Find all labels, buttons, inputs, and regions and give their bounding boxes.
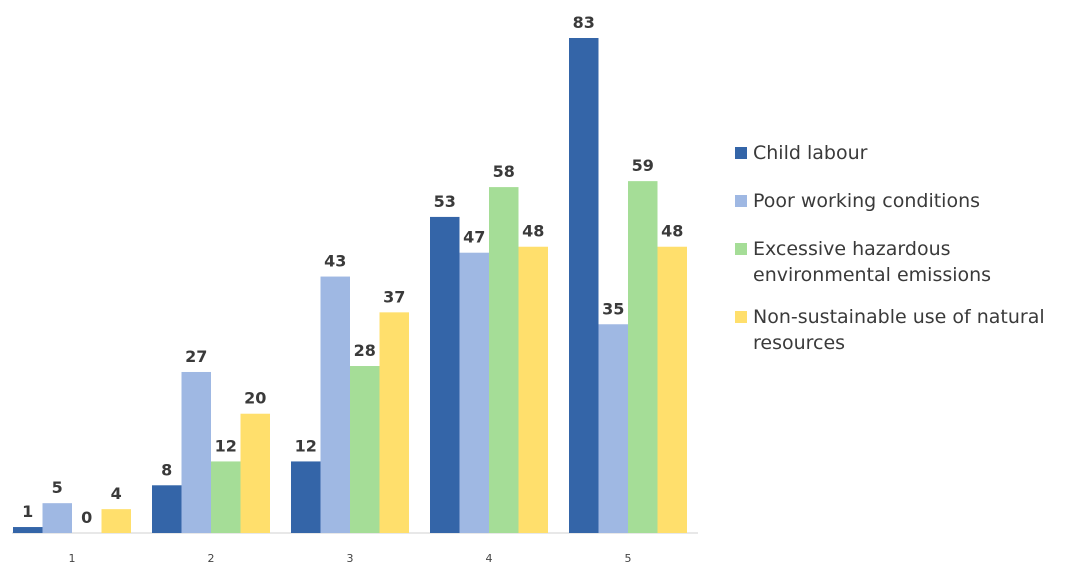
bar-1-cat-2 <box>152 485 182 533</box>
x-tick-label: 5 <box>625 552 632 565</box>
data-label: 48 <box>522 222 544 241</box>
data-label: 5 <box>52 478 63 497</box>
legend-label: Child labour <box>753 142 868 164</box>
x-tick-labels-group: 1 2 3 4 5 <box>69 552 632 565</box>
bar-2-cat-5 <box>598 324 628 533</box>
legend-item-child-labour: Child labour <box>735 140 1075 166</box>
data-label: 53 <box>434 192 456 211</box>
bar-3-cat-4 <box>489 187 519 534</box>
legend-item-natural-resources: Non-sustainable use of natural resources <box>735 304 1070 356</box>
bar-3-cat-3 <box>350 366 380 533</box>
bar-2-cat-1 <box>42 503 72 533</box>
x-tick-label: 3 <box>347 552 354 565</box>
legend-swatch <box>735 243 747 255</box>
bar-1-cat-1 <box>13 527 43 533</box>
data-label: 1 <box>22 502 33 521</box>
x-tick-label: 1 <box>69 552 76 565</box>
bar-1-cat-4 <box>430 216 460 534</box>
data-label: 37 <box>383 287 405 306</box>
data-label: 47 <box>463 228 485 247</box>
data-label: 43 <box>324 252 346 271</box>
legend-swatch <box>735 195 747 207</box>
data-label: 0 <box>81 508 92 527</box>
data-label: 83 <box>573 13 595 32</box>
bar-2-cat-3 <box>320 276 350 533</box>
bar-4-cat-1 <box>101 509 131 533</box>
legend-label: Non-sustainable use of natural resources <box>753 306 1045 354</box>
bar-2-cat-4 <box>459 252 489 533</box>
bars-group <box>13 38 687 534</box>
bar-2-cat-2 <box>181 371 211 533</box>
data-label: 8 <box>161 460 172 479</box>
data-label: 4 <box>111 484 122 503</box>
data-label: 58 <box>493 162 515 181</box>
legend-swatch <box>735 311 747 323</box>
data-label: 48 <box>661 222 683 241</box>
data-label: 59 <box>632 156 654 175</box>
bar-4-cat-2 <box>240 413 270 533</box>
legend: Child labour Poor working conditions Exc… <box>735 140 1075 372</box>
bar-1-cat-3 <box>291 461 321 533</box>
bar-1-cat-5 <box>569 38 599 533</box>
legend-swatch <box>735 147 747 159</box>
bar-4-cat-5 <box>657 246 687 534</box>
bar-4-cat-4 <box>518 246 548 534</box>
legend-item-hazardous-emissions: Excessive hazardous environmental emissi… <box>735 236 1005 288</box>
data-label: 28 <box>354 341 376 360</box>
bar-3-cat-2 <box>211 461 241 533</box>
data-label: 35 <box>602 299 624 318</box>
data-label: 20 <box>244 389 266 408</box>
bar-3-cat-5 <box>628 181 658 534</box>
legend-label: Poor working conditions <box>753 190 981 212</box>
x-tick-label: 2 <box>208 552 215 565</box>
data-label: 12 <box>215 436 237 455</box>
bar-4-cat-3 <box>379 312 409 533</box>
x-tick-label: 4 <box>486 552 493 565</box>
data-label: 12 <box>295 436 317 455</box>
data-label: 27 <box>185 347 207 366</box>
legend-item-poor-working-conditions: Poor working conditions <box>735 188 1075 214</box>
legend-label: Excessive hazardous environmental emissi… <box>753 238 992 286</box>
